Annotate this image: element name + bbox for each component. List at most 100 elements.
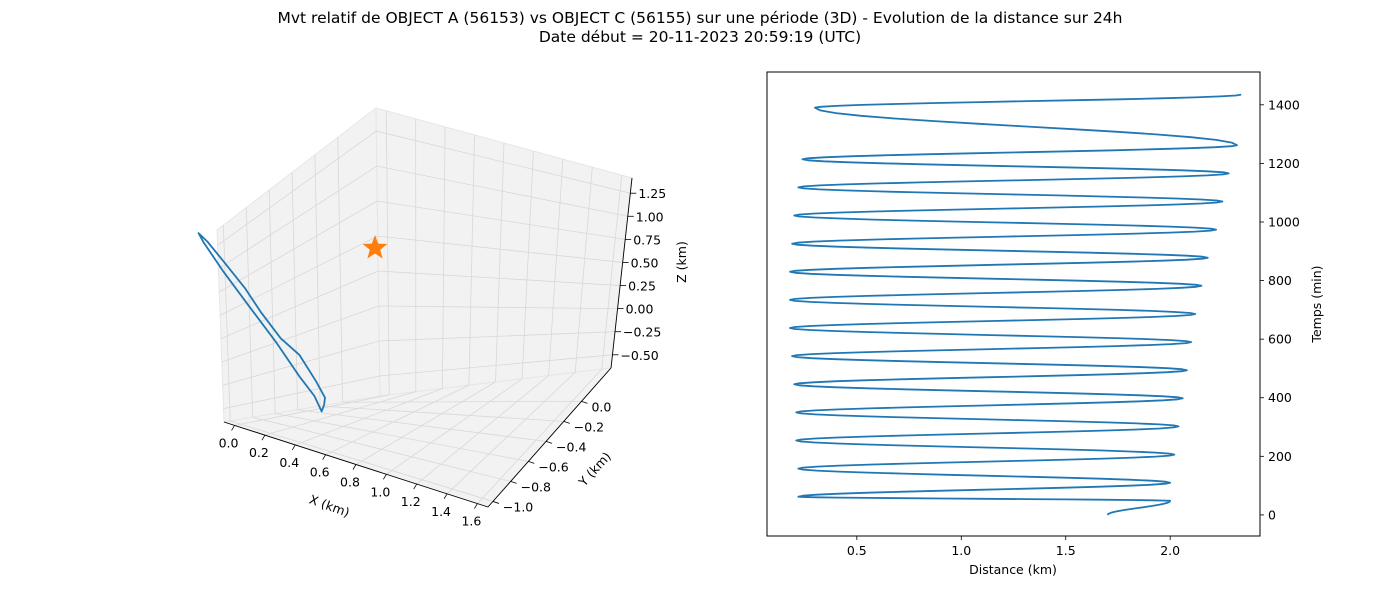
y-tick-label: 800 — [1268, 273, 1292, 288]
z-tick-label-3d: 0.25 — [628, 279, 656, 294]
grid-line-z-back — [379, 331, 616, 342]
grid-line-x-floor — [416, 375, 549, 485]
grid-line-y-side — [291, 172, 299, 410]
grid-line-y-floor — [320, 405, 564, 422]
z-axis-label-3d: Z (km) — [674, 241, 689, 283]
grid-line-z-side — [219, 200, 378, 293]
z-tick-label-3d: 0.00 — [626, 302, 654, 317]
y-tick-mark-3d — [581, 400, 588, 404]
plot-area-frame — [766, 71, 1261, 537]
distance-series-line — [789, 93, 1242, 516]
y-tick-label: 1400 — [1268, 97, 1300, 112]
grid-line-x-floor — [446, 372, 576, 495]
grid-line-y-floor — [342, 400, 582, 403]
chart-distance-time: 0.5 1.0 1.5 2.0 0 200 400 600 800 1000 1200 1400 Di… — [766, 71, 1324, 577]
x-tick-mark-3d — [261, 434, 266, 441]
x-tick-label-3d: 0.6 — [310, 465, 330, 480]
x-tick-mark-3d — [413, 483, 418, 490]
x-tick-label-3d: 0.4 — [279, 455, 299, 470]
y-tick-label: 1200 — [1268, 156, 1300, 171]
z-tick-label-3d: −0.50 — [620, 348, 658, 363]
grid-line-x-floor — [386, 378, 523, 475]
grid-line-x-floor — [477, 368, 603, 504]
y-tick-label: 200 — [1268, 449, 1292, 464]
grid-line-x-floor — [234, 394, 390, 426]
x-tick-label-3d: 0.2 — [249, 445, 269, 460]
grid-line-x-floor — [325, 384, 470, 456]
y-tick-label-3d: −0.8 — [521, 479, 551, 494]
x-tick-mark-3d — [322, 454, 326, 460]
x-tick-mark-3d — [352, 464, 357, 470]
grid-line-z-side — [220, 270, 379, 340]
grid-line-y-floor — [275, 413, 529, 462]
z-tick-label-3d: −0.25 — [623, 325, 661, 340]
grid-line-z-back — [376, 165, 628, 217]
title-line-1: Mvt relatif de OBJECT A (56153) vs OBJEC… — [277, 9, 1123, 27]
y-tick-label-3d: −0.6 — [538, 459, 568, 474]
grid-line-y-side — [245, 207, 254, 418]
y-tick-mark-3d — [492, 501, 500, 504]
y-tick-label: 1000 — [1268, 214, 1300, 229]
grid-line-z-back — [377, 235, 623, 263]
grid-line-x-back — [601, 175, 623, 370]
z-tick-label-3d: 0.75 — [633, 232, 661, 247]
grid-line-z-back — [379, 354, 613, 377]
y-tick-label-3d: −1.0 — [503, 499, 533, 514]
y-axis-label-3d: Y (km) — [575, 449, 614, 490]
grid-line-x-back — [574, 167, 593, 373]
z-tick-label-3d: 0.50 — [631, 255, 659, 270]
x-tick-label: 1.5 — [1056, 543, 1076, 558]
x-tick-label-3d: 0.8 — [340, 475, 360, 490]
x-tick-label-3d: 1.4 — [431, 504, 451, 519]
y-tick-mark-3d — [510, 481, 517, 484]
x-tick-mark-3d — [291, 444, 296, 451]
z-axis-line-3d — [610, 177, 633, 369]
x-tick-label: 2.0 — [1160, 543, 1180, 558]
x-axis-label-3d: X (km) — [307, 492, 351, 520]
grid-line-y-floor — [297, 409, 547, 442]
title-line-2: Date début = 20-11-2023 20:59:19 (UTC) — [538, 28, 862, 46]
grid-line-y-side — [268, 189, 276, 414]
grid-line-x-floor — [295, 388, 443, 446]
trajectory-line — [197, 232, 326, 413]
grid-line-z-back — [378, 270, 621, 286]
grid-line-x-back — [385, 110, 390, 395]
grid-line-z-side — [223, 375, 380, 410]
y-axis-label-temps: Temps (min) — [1309, 265, 1324, 343]
grid-line-x-floor — [355, 381, 496, 465]
grid-line-x-back — [548, 159, 564, 376]
origin-star-marker — [362, 235, 388, 259]
grid-line-y-floor — [252, 416, 511, 482]
figure-title: Mvt relatif de OBJECT A (56153) vs OBJEC… — [0, 9, 1400, 47]
grid-line-y-side — [314, 154, 321, 406]
x-tick-label-3d: 1.6 — [461, 514, 481, 529]
y-tick-mark-3d — [528, 461, 535, 464]
y-tick-label: 600 — [1268, 332, 1292, 347]
grid-line-z-back — [377, 200, 626, 240]
x-tick-label: 1.0 — [951, 543, 971, 558]
x-tick-mark-3d — [383, 474, 387, 480]
y-tick-label-3d: −0.4 — [556, 439, 586, 454]
y-tick-mark-3d — [545, 441, 553, 444]
grid-line-x-back — [495, 142, 505, 383]
z-tick-label-3d: 1.25 — [638, 186, 666, 201]
y-tick-label: 0 — [1268, 507, 1276, 522]
x-tick-label: 0.5 — [847, 543, 867, 558]
grid-line-z-back — [378, 305, 618, 310]
grid-line-x-back — [468, 134, 475, 386]
x-tick-label-3d: 1.0 — [370, 484, 390, 499]
grid-line-x-floor — [264, 391, 416, 436]
grid-line-x-back — [521, 151, 534, 379]
y-tick-label: 400 — [1268, 390, 1292, 405]
grid-3d — [217, 110, 631, 504]
z-tick-label-3d: 1.00 — [636, 209, 664, 224]
ticks-3d: 0.0 0.2 0.4 0.6 0.8 1.0 1.2 1.4 1.6 0.0 −0.2 −0.4 −0… — [219, 186, 667, 528]
grid-line-z-side — [217, 130, 377, 246]
x-tick-mark-3d — [474, 503, 478, 509]
grid-line-z-side — [218, 165, 378, 270]
x-tick-mark-3d — [231, 425, 235, 431]
y-tick-mark-3d — [563, 420, 570, 424]
x-axis-label-distance: Distance (km) — [969, 562, 1057, 577]
y-tick-label-3d: 0.0 — [591, 399, 611, 414]
